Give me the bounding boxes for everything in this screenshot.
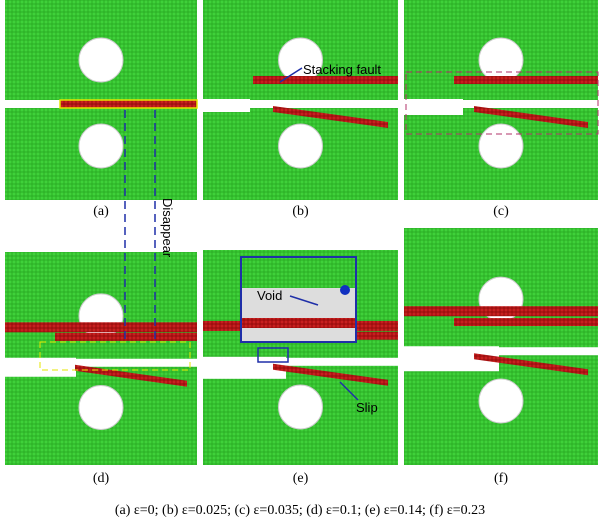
panel: (f) (404, 228, 598, 486)
highlight-box (405, 71, 599, 135)
disappear-label: Disappear (160, 198, 175, 258)
red-band (5, 322, 197, 333)
stacking-fault-label: Stacking fault (303, 62, 381, 77)
void-label: Void (257, 288, 282, 303)
slip-band (474, 106, 588, 128)
hole (278, 123, 323, 169)
hole (78, 384, 124, 430)
crack (203, 99, 250, 112)
panel-label: (d) (93, 471, 110, 486)
highlight-box (39, 341, 191, 371)
panels: (a) (b) (c) (d) (e) (f) (5, 0, 599, 486)
caption: (a) ε=0; (b) ε=0.025; (c) ε=0.035; (d) ε… (115, 503, 485, 518)
panel-label: (c) (493, 204, 509, 219)
stacking-fault (454, 318, 598, 327)
panel: (d) (5, 252, 197, 486)
stacking-fault (454, 76, 598, 84)
panel: (a) (5, 0, 198, 219)
hole (78, 123, 124, 169)
panel-label: (a) (93, 204, 109, 219)
slip-band (273, 106, 388, 128)
hole (278, 384, 323, 430)
slip-label: Slip (356, 400, 378, 415)
hole (478, 123, 524, 169)
panel-label: (f) (494, 471, 508, 486)
slip-band (273, 363, 388, 386)
pointer (339, 381, 359, 401)
fault-zone (59, 99, 198, 109)
hole (478, 378, 524, 424)
panel-label: (b) (292, 204, 309, 219)
pointer (289, 295, 319, 306)
pointer (279, 67, 303, 83)
hole (478, 37, 524, 83)
inset-red (242, 318, 355, 328)
hole (78, 37, 124, 83)
inset-atom (340, 285, 350, 295)
stacking-fault (253, 76, 398, 84)
slip-band (474, 353, 588, 376)
panel-label: (e) (293, 471, 309, 486)
crack (404, 99, 463, 115)
panel: (c) (404, 0, 599, 219)
inset-green (242, 258, 355, 288)
red-band (404, 306, 598, 317)
stacking-fault (55, 332, 197, 341)
panel: (b) (203, 0, 398, 219)
zoom-box (257, 347, 289, 363)
crack (5, 100, 60, 108)
